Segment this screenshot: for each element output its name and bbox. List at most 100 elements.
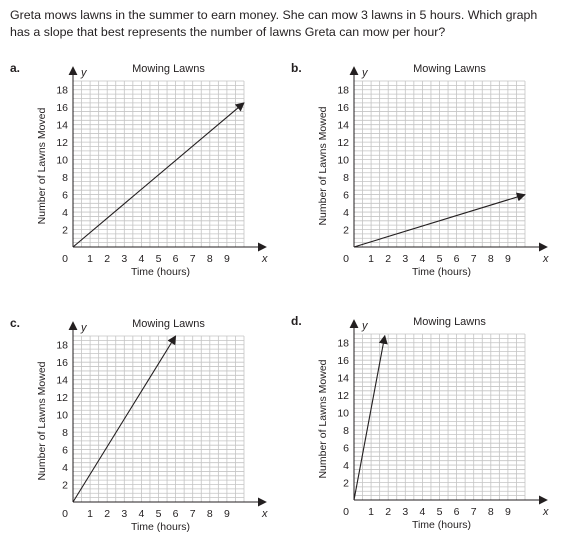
x-tick-label: 2 xyxy=(104,508,110,520)
choice-label-c: c. xyxy=(10,316,21,330)
y-tick-label: 10 xyxy=(56,155,68,167)
x-tick-label: 5 xyxy=(437,253,443,265)
origin-label: 0 xyxy=(62,508,68,520)
y-tick-label: 8 xyxy=(343,172,349,184)
y-tick-label: 16 xyxy=(337,102,349,114)
y-tick-label: 10 xyxy=(337,155,349,167)
y-tick-label: 8 xyxy=(343,425,349,437)
y-axis-label: Number of Lawns Moved xyxy=(36,107,48,224)
x-tick-label: 3 xyxy=(402,506,408,518)
x-tick-label: 3 xyxy=(121,253,127,265)
origin-label: 0 xyxy=(343,253,349,265)
x-axis-letter: x xyxy=(542,506,549,518)
chart-title: Mowing Lawns xyxy=(132,318,205,330)
y-tick-label: 14 xyxy=(337,120,349,132)
x-tick-label: 8 xyxy=(207,253,213,265)
x-tick-label: 9 xyxy=(505,253,511,265)
y-tick-label: 4 xyxy=(343,460,349,472)
graph-panel-d: d. Mowing Lawns y x 0 1 2 3 4 5 6 7 8 9 2 4 6 8 10 12 14 16 1… xyxy=(281,308,562,558)
graph-panel-a: a. Mowing Lawns y x 0 1 2 3 4 5 6 7 8 9 2 4 6 8 10 12 14 16 1… xyxy=(0,55,281,305)
chart-title: Mowing Lawns xyxy=(413,63,486,75)
question-text: Greta mows lawns in the summer to earn m… xyxy=(10,8,538,39)
data-line xyxy=(72,335,177,503)
chart-title: Mowing Lawns xyxy=(132,63,205,75)
y-tick-label: 6 xyxy=(62,190,68,202)
x-tick-label: 5 xyxy=(437,506,443,518)
y-tick-label: 12 xyxy=(56,392,68,404)
x-tick-label: 9 xyxy=(505,506,511,518)
choice-label-b: b. xyxy=(291,61,302,75)
y-tick-label: 16 xyxy=(337,355,349,367)
y-axis-label: Number of Lawns Mowed xyxy=(317,359,329,478)
x-tick-label: 4 xyxy=(138,508,144,520)
origin-label: 0 xyxy=(62,253,68,265)
y-axis-label: Number of Lawns Mowed xyxy=(36,361,48,480)
data-line xyxy=(353,334,388,501)
x-tick-label: 6 xyxy=(173,253,179,265)
x-tick-label: 8 xyxy=(488,253,494,265)
x-axis-letter: x xyxy=(261,253,268,265)
grid-c xyxy=(72,335,245,503)
grid-a xyxy=(72,80,245,248)
x-tick-label: 4 xyxy=(419,506,425,518)
grid-d xyxy=(353,333,526,501)
x-tick-label: 6 xyxy=(454,253,460,265)
data-line xyxy=(353,192,526,248)
y-tick-label: 8 xyxy=(62,172,68,184)
origin-label: 0 xyxy=(343,506,349,518)
x-tick-label: 8 xyxy=(207,508,213,520)
x-tick-label: 2 xyxy=(104,253,110,265)
x-tick-label: 3 xyxy=(121,508,127,520)
y-tick-label: 10 xyxy=(337,408,349,420)
x-axis-label: Time (hours) xyxy=(412,266,471,278)
x-tick-label: 5 xyxy=(156,508,162,520)
x-tick-label: 4 xyxy=(138,253,144,265)
grid-b xyxy=(353,80,526,248)
x-axis-letter: x xyxy=(542,253,549,265)
y-tick-label: 2 xyxy=(343,225,349,237)
y-tick-label: 12 xyxy=(56,137,68,149)
x-tick-label: 3 xyxy=(402,253,408,265)
x-axis-label: Time (hours) xyxy=(131,266,190,278)
x-axis-label: Time (hours) xyxy=(412,519,471,531)
graph-panel-c: c. Mowing Lawns y x 0 1 2 3 4 5 6 7 8 9 2 4 6 8 10 12 14 16 1… xyxy=(0,310,281,560)
x-tick-label: 1 xyxy=(368,506,374,518)
x-axis-letter: x xyxy=(261,508,268,520)
y-tick-label: 4 xyxy=(343,207,349,219)
y-tick-label: 16 xyxy=(56,102,68,114)
y-tick-label: 10 xyxy=(56,410,68,422)
y-axis-letter: y xyxy=(361,320,369,332)
y-tick-label: 18 xyxy=(337,338,349,350)
x-axis-label: Time (hours) xyxy=(131,521,190,533)
y-tick-label: 2 xyxy=(343,478,349,490)
chart-title: Mowing Lawns xyxy=(413,316,486,328)
y-tick-label: 6 xyxy=(62,445,68,457)
y-tick-label: 16 xyxy=(56,357,68,369)
x-tick-label: 1 xyxy=(368,253,374,265)
y-tick-label: 4 xyxy=(62,207,68,219)
y-tick-label: 2 xyxy=(62,225,68,237)
y-tick-label: 8 xyxy=(62,427,68,439)
y-tick-label: 14 xyxy=(56,120,68,132)
x-tick-label: 7 xyxy=(190,253,196,265)
y-tick-label: 12 xyxy=(337,137,349,149)
x-tick-label: 2 xyxy=(385,506,391,518)
y-tick-label: 18 xyxy=(337,85,349,97)
x-tick-label: 7 xyxy=(471,253,477,265)
x-tick-label: 7 xyxy=(190,508,196,520)
y-tick-label: 14 xyxy=(56,375,68,387)
x-tick-label: 6 xyxy=(454,506,460,518)
y-tick-label: 18 xyxy=(56,340,68,352)
y-tick-label: 14 xyxy=(337,373,349,385)
y-tick-label: 12 xyxy=(337,390,349,402)
graph-panel-b: b. Mowing Lawns y x 0 1 2 3 4 5 6 7 8 9 2 4 6 8 10 12 14 16 1… xyxy=(281,55,562,305)
x-tick-label: 8 xyxy=(488,506,494,518)
y-tick-label: 2 xyxy=(62,480,68,492)
x-tick-label: 6 xyxy=(173,508,179,520)
y-axis-letter: y xyxy=(80,67,88,79)
choice-label-a: a. xyxy=(10,61,21,75)
